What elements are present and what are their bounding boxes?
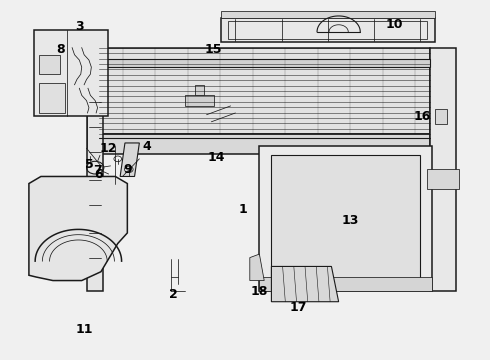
Text: 14: 14 bbox=[207, 150, 225, 163]
Bar bbox=[39, 55, 60, 74]
Text: 3: 3 bbox=[75, 20, 84, 33]
Text: 8: 8 bbox=[56, 43, 65, 56]
Polygon shape bbox=[228, 21, 427, 39]
Text: 13: 13 bbox=[342, 214, 359, 227]
Polygon shape bbox=[98, 48, 430, 134]
Text: 16: 16 bbox=[414, 110, 431, 123]
Polygon shape bbox=[259, 147, 432, 291]
Text: 1: 1 bbox=[238, 203, 247, 216]
Text: 9: 9 bbox=[123, 163, 132, 176]
Text: 11: 11 bbox=[75, 323, 93, 337]
Text: 4: 4 bbox=[142, 140, 151, 153]
Text: 7: 7 bbox=[93, 164, 101, 177]
Polygon shape bbox=[185, 95, 214, 106]
Polygon shape bbox=[195, 85, 204, 95]
Polygon shape bbox=[221, 18, 435, 42]
Polygon shape bbox=[259, 277, 432, 291]
Polygon shape bbox=[221, 11, 435, 18]
Text: 5: 5 bbox=[85, 158, 93, 171]
Text: 17: 17 bbox=[289, 301, 307, 314]
Polygon shape bbox=[250, 254, 264, 280]
Text: 18: 18 bbox=[251, 285, 268, 298]
Bar bbox=[39, 83, 65, 113]
Text: 15: 15 bbox=[205, 43, 222, 56]
Text: 12: 12 bbox=[99, 142, 117, 155]
Polygon shape bbox=[100, 59, 430, 67]
FancyBboxPatch shape bbox=[435, 109, 447, 123]
Polygon shape bbox=[271, 266, 339, 302]
Text: 2: 2 bbox=[169, 288, 177, 301]
Text: 10: 10 bbox=[385, 18, 403, 31]
Polygon shape bbox=[29, 176, 127, 280]
Polygon shape bbox=[271, 155, 420, 282]
Bar bbox=[34, 30, 108, 117]
Polygon shape bbox=[98, 134, 430, 154]
Text: 6: 6 bbox=[94, 168, 103, 181]
Polygon shape bbox=[87, 35, 103, 291]
Polygon shape bbox=[430, 48, 456, 291]
Polygon shape bbox=[120, 143, 139, 176]
Polygon shape bbox=[427, 170, 459, 189]
